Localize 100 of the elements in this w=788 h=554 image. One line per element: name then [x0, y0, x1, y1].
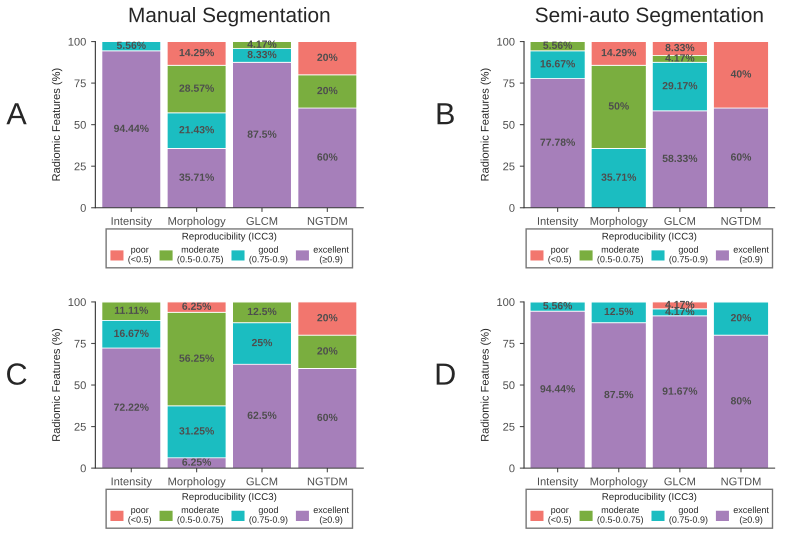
- data-label: 20%: [730, 314, 752, 322]
- data-label: 80%: [730, 397, 752, 404]
- y-axis-title: Radiomic Features (%): [480, 68, 491, 181]
- x-tick-label: GLCM: [246, 217, 278, 225]
- data-label: 35.71%: [179, 173, 214, 181]
- x-tick-label: Morphology: [168, 216, 226, 228]
- data-label: 16.67%: [114, 330, 149, 338]
- y-tick-label: 50: [503, 381, 515, 390]
- y-tick-label: 75: [503, 79, 515, 88]
- text: C: [7, 363, 26, 385]
- data-label: 20%: [317, 86, 338, 94]
- y-axis-title: Radiomic Features (%): [480, 328, 491, 441]
- x-tick-label: NGTDM: [722, 477, 760, 486]
- x-tick-label: NGTDM: [308, 217, 347, 225]
- data-label: 11.11%: [114, 306, 148, 314]
- data-label: 94.44%: [540, 385, 576, 392]
- text: A: [6, 103, 27, 124]
- y-tick-label: 0: [509, 464, 515, 472]
- data-label: 20%: [317, 314, 338, 322]
- data-label: 12.5%: [604, 308, 634, 316]
- data-label: 60%: [317, 153, 338, 161]
- y-tick-label: 50: [74, 381, 86, 390]
- legend-label: excellent (≥0.9): [314, 506, 349, 525]
- x-tick-label: GLCM: [664, 477, 696, 486]
- legend-label: excellent (≥0.9): [734, 246, 769, 264]
- data-label: 14.29%: [180, 48, 214, 56]
- x-tick-label: NGTDM: [722, 217, 760, 225]
- data-label: 91.67%: [662, 387, 698, 395]
- legend-title: Reproducibility (ICC3): [182, 232, 276, 242]
- y-tick-label: 50: [503, 120, 515, 129]
- x-tick-label: GLCM: [246, 477, 278, 486]
- data-label: 21.43%: [179, 126, 214, 134]
- y-tick-label: 100: [497, 298, 515, 306]
- data-label: 60%: [317, 414, 338, 422]
- data-label: 87.5%: [248, 130, 276, 138]
- data-label: 94.44%: [114, 124, 149, 132]
- y-tick-label: 25: [503, 422, 515, 431]
- y-axis-title: Radiomic Features (%): [52, 68, 62, 181]
- y-tick-label: 25: [503, 162, 515, 170]
- legend-title: Reproducibility (ICC3): [182, 492, 276, 502]
- legend-label: good (0.75-0.9): [669, 246, 708, 264]
- data-label: 12.5%: [248, 308, 276, 316]
- x-tick-label: Intensity: [538, 477, 578, 488]
- data-label: 16.67%: [540, 60, 576, 68]
- x-tick-label: Intensity: [112, 477, 152, 488]
- data-label: 40%: [730, 70, 752, 78]
- y-tick-label: 25: [74, 162, 86, 170]
- data-label: 4.17%: [665, 300, 694, 308]
- legend-label: poor (<0.5): [548, 508, 572, 525]
- legend-label: moderate (0.5-0.0.75): [177, 246, 224, 264]
- x-tick-label: Intensity: [538, 216, 578, 228]
- y-tick-label: 100: [497, 38, 515, 46]
- legend-label: poor (<0.5): [548, 248, 572, 264]
- y-tick-label: 0: [80, 204, 86, 212]
- legend-label: moderate (0.5-0.0.75): [177, 506, 224, 525]
- data-label: 20%: [317, 54, 338, 61]
- legend-label: good (0.75-0.9): [669, 506, 708, 525]
- data-label: 56.25%: [179, 354, 214, 362]
- text: D: [436, 364, 455, 385]
- y-tick-label: 0: [80, 464, 86, 472]
- data-label: 5.56%: [543, 302, 572, 310]
- data-label: 4.17%: [665, 308, 694, 316]
- data-label: 58.33%: [662, 154, 698, 162]
- data-label: 28.57%: [179, 84, 214, 92]
- data-label: 5.56%: [543, 42, 572, 49]
- legend-label: poor (<0.5): [128, 508, 152, 525]
- x-tick-label: GLCM: [664, 217, 696, 225]
- y-tick-label: 75: [74, 79, 86, 88]
- chart-title: Manual Segmentation: [130, 7, 330, 26]
- chart-title: Semi-auto Segmentation: [536, 7, 763, 26]
- y-tick-label: 100: [68, 38, 86, 46]
- data-label: 25%: [252, 338, 272, 346]
- y-tick-label: 25: [74, 422, 86, 431]
- x-tick-label: Morphology: [168, 477, 226, 488]
- data-label: 6.25%: [182, 302, 212, 310]
- text: B: [438, 103, 454, 124]
- data-label: 72.22%: [114, 404, 149, 411]
- data-label: 87.5%: [604, 390, 634, 398]
- legend-label: excellent (≥0.9): [314, 246, 349, 264]
- legend-label: excellent (≥0.9): [734, 506, 769, 525]
- legend-label: poor (<0.5): [128, 248, 152, 264]
- y-axis-title: Radiomic Features (%): [52, 328, 62, 441]
- data-label: 4.17%: [247, 40, 276, 48]
- legend-label: good (0.75-0.9): [249, 506, 288, 525]
- legend-label: moderate (0.5-0.0.75): [597, 506, 644, 525]
- y-tick-label: 75: [74, 340, 86, 348]
- data-label: 31.25%: [179, 427, 214, 435]
- x-tick-label: NGTDM: [308, 477, 347, 486]
- data-label: 29.17%: [662, 82, 698, 90]
- y-tick-label: 75: [503, 340, 515, 348]
- data-label: 77.78%: [540, 138, 576, 146]
- data-label: 35.71%: [601, 173, 636, 181]
- y-tick-label: 50: [74, 120, 86, 129]
- y-tick-label: 0: [509, 204, 515, 212]
- data-label: 50%: [608, 102, 629, 110]
- legend-title: Reproducibility (ICC3): [602, 232, 696, 242]
- data-label: 4.17%: [665, 54, 694, 62]
- data-label: 5.56%: [116, 42, 146, 49]
- data-label: 8.33%: [665, 44, 694, 52]
- data-label: 8.33%: [248, 50, 276, 58]
